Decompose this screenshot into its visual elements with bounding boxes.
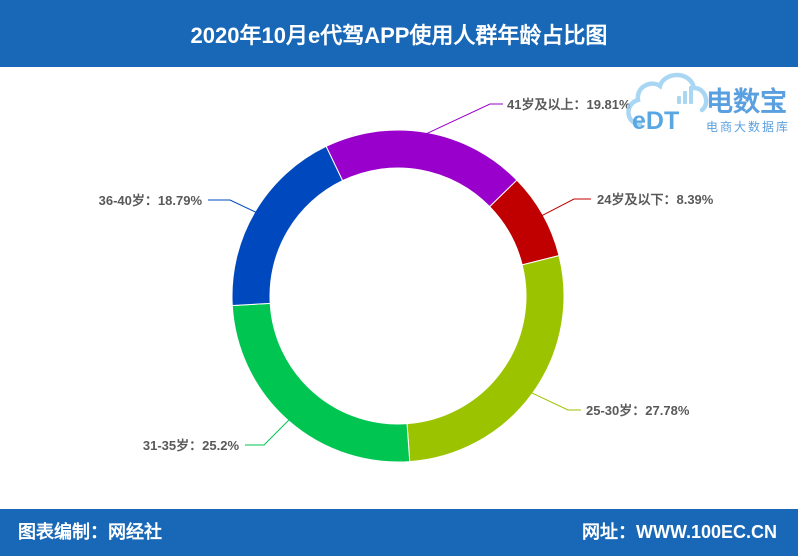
bar-chart-icon: [677, 86, 693, 104]
data-label-separator: ：: [145, 193, 158, 208]
logo: eDT 电数宝 电商大数据库: [626, 72, 790, 135]
data-label-category: 36-40岁: [99, 193, 145, 208]
title-bar: 2020年10月e代驾APP使用人群年龄占比图: [0, 0, 798, 67]
data-label-value: 18.79: [158, 193, 191, 208]
data-label-separator: ：: [573, 97, 586, 112]
footer-bar: 图表编制：网经社 网址：WWW.100EC.CN: [0, 509, 798, 556]
cloud-logo-icon: [626, 72, 709, 127]
data-label-unit: %: [678, 403, 690, 418]
data-label-separator: ：: [189, 438, 202, 453]
logo-name: 电数宝: [706, 86, 787, 117]
donut-slice: [406, 254, 565, 463]
data-label: 41岁及以上：19.81%: [507, 97, 631, 112]
website-text: 网址：WWW.100EC.CN: [581, 522, 777, 542]
leader-line: [426, 103, 503, 134]
logo-mark: eDT: [632, 107, 679, 135]
leader-line: [531, 392, 581, 411]
leader-line: [541, 198, 591, 216]
data-label-value: 25.2: [202, 438, 227, 453]
data-label-separator: ：: [663, 192, 676, 207]
data-label-category: 41岁及以上: [507, 97, 573, 112]
data-label-unit: %: [702, 192, 714, 207]
data-label: 25-30岁：27.78%: [586, 403, 690, 418]
data-labels: 24岁及以下：8.39%25-30岁：27.78%31-35岁：25.2%36-…: [99, 97, 714, 453]
data-label-value: 19.81: [586, 97, 619, 112]
leader-line: [208, 199, 257, 213]
data-label-value: 27.78: [645, 403, 678, 418]
data-label: 31-35岁：25.2%: [143, 438, 240, 453]
data-label-separator: ：: [632, 403, 645, 418]
data-label-category: 24岁及以下: [597, 192, 663, 207]
data-label: 36-40岁：18.79%: [99, 193, 203, 208]
chart-credit: 图表编制：网经社: [18, 522, 162, 542]
chart-title: 2020年10月e代驾APP使用人群年龄占比图: [190, 22, 608, 48]
data-label-unit: %: [190, 193, 202, 208]
logo-tagline: 电商大数据库: [706, 119, 790, 134]
data-label-category: 31-35岁: [143, 438, 189, 453]
data-label-value: 8.39: [676, 192, 701, 207]
donut-slice: [231, 145, 344, 307]
leader-line: [245, 419, 290, 446]
donut-slice: [325, 129, 518, 208]
data-label-category: 25-30岁: [586, 403, 632, 418]
data-label: 24岁及以下：8.39%: [597, 192, 714, 207]
data-label-unit: %: [227, 438, 239, 453]
donut-slice: [231, 302, 411, 463]
donut-ring: [231, 129, 565, 463]
